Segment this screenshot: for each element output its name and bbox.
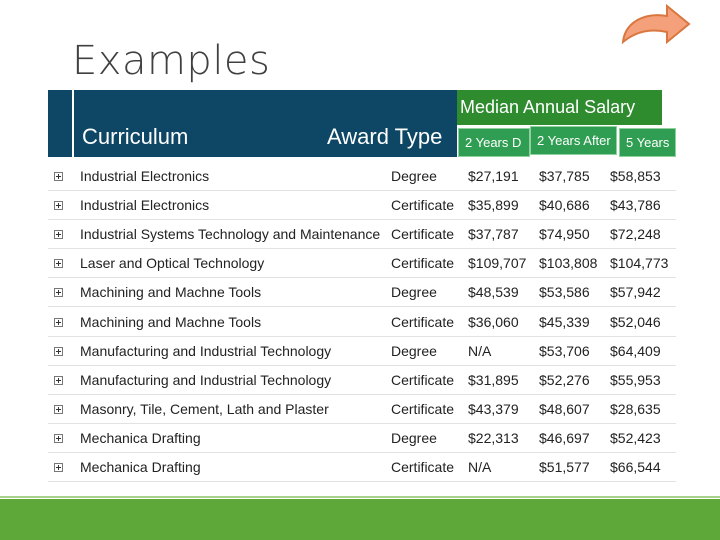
table-cell: $72,248 bbox=[610, 226, 661, 243]
table-cell: $52,276 bbox=[539, 371, 590, 388]
expand-icon[interactable] bbox=[54, 201, 63, 211]
table-cell: $48,539 bbox=[468, 284, 519, 301]
table-cell: Degree bbox=[391, 168, 437, 184]
table-cell: N/A bbox=[468, 342, 492, 359]
table-cell: N/A bbox=[468, 459, 492, 475]
table-cell: $51,577 bbox=[539, 459, 590, 475]
table-cell: $37,787 bbox=[468, 226, 519, 243]
row-divider bbox=[48, 219, 676, 221]
next-arrow[interactable] bbox=[615, 2, 695, 50]
row-divider bbox=[48, 481, 676, 482]
expand-icon[interactable] bbox=[54, 172, 63, 181]
table-cell: Industrial Systems Technology and Mainte… bbox=[80, 226, 380, 243]
table-cell: Certificate bbox=[391, 226, 455, 243]
table-cell: Certificate bbox=[391, 197, 455, 214]
expand-icon[interactable] bbox=[54, 230, 63, 240]
column-header: Curriculum bbox=[82, 124, 189, 149]
row-divider bbox=[48, 364, 676, 366]
header-band bbox=[74, 90, 457, 157]
table-cell: $28,635 bbox=[610, 400, 661, 417]
table-cell: $57,942 bbox=[610, 284, 661, 301]
table-cell: $40,686 bbox=[539, 197, 590, 214]
sub-header: 2 Years D bbox=[458, 128, 530, 157]
table-cell: $48,607 bbox=[539, 400, 590, 417]
expand-icon[interactable] bbox=[54, 404, 63, 414]
table-cell: Degree bbox=[391, 284, 437, 301]
table-cell: $52,046 bbox=[610, 313, 661, 330]
row-divider bbox=[48, 422, 676, 424]
table-cell: Certificate bbox=[391, 459, 455, 475]
table-cell: Masonry, Tile, Cement, Lath and Plaster bbox=[80, 400, 329, 417]
table-cell: $52,423 bbox=[610, 429, 661, 446]
arrow-shape[interactable] bbox=[621, 3, 691, 45]
table-cell: $45,339 bbox=[539, 313, 590, 330]
table-cell: $103,808 bbox=[539, 255, 598, 272]
table-cell: $43,786 bbox=[610, 197, 661, 214]
sub-header: 5 Years bbox=[619, 128, 676, 157]
table-cell: $66,544 bbox=[610, 459, 661, 475]
footer-line bbox=[0, 496, 720, 498]
group-header: Median Annual Salary bbox=[457, 90, 662, 125]
table-cell: Certificate bbox=[391, 313, 455, 330]
table-cell: $35,899 bbox=[468, 197, 519, 214]
column-header: Award Type bbox=[327, 124, 443, 149]
table-cell: $104,773 bbox=[610, 255, 669, 272]
row-divider bbox=[48, 451, 676, 453]
expand-icon[interactable] bbox=[54, 463, 63, 472]
table-cell: $31,895 bbox=[468, 371, 519, 388]
table-cell: $74,950 bbox=[539, 226, 590, 243]
table-cell: Manufacturing and Industrial Technology bbox=[80, 342, 332, 359]
row-divider bbox=[48, 190, 676, 191]
table-cell: $37,785 bbox=[539, 168, 590, 184]
table-cell: $58,853 bbox=[610, 168, 661, 184]
sub-header: 2 Years After bbox=[530, 126, 617, 155]
expand-icon[interactable] bbox=[54, 375, 63, 385]
table-cell: $27,191 bbox=[468, 168, 519, 184]
row-divider bbox=[48, 335, 676, 337]
table-cell: Mechanica Drafting bbox=[80, 429, 201, 446]
table-cell: $46,697 bbox=[539, 429, 590, 446]
table-cell: Industrial Electronics bbox=[80, 197, 210, 214]
table-cell: Degree bbox=[391, 429, 437, 446]
table-cell: $109,707 bbox=[468, 255, 527, 272]
row-divider bbox=[48, 248, 676, 250]
expand-icon[interactable] bbox=[54, 346, 63, 356]
table-cell: $55,953 bbox=[610, 371, 661, 388]
table-cell: Certificate bbox=[391, 400, 455, 417]
table-cell: $36,060 bbox=[468, 313, 519, 330]
table-cell: $22,313 bbox=[468, 429, 519, 446]
table-cell: Laser and Optical Technology bbox=[80, 255, 265, 272]
table-cell: Certificate bbox=[391, 255, 455, 272]
expand-icon[interactable] bbox=[54, 433, 63, 443]
row-divider bbox=[48, 277, 676, 279]
expand-icon[interactable] bbox=[54, 288, 63, 298]
table-cell: Industrial Electronics bbox=[80, 168, 210, 184]
table-cell: Degree bbox=[391, 342, 437, 359]
expand-icon[interactable] bbox=[54, 259, 63, 269]
header-gutter bbox=[48, 90, 72, 157]
table-cell: $64,409 bbox=[610, 342, 661, 359]
slide-title: Examples bbox=[72, 38, 271, 84]
footer-bar bbox=[0, 499, 720, 540]
table-cell: $53,586 bbox=[539, 284, 590, 301]
expand-icon[interactable] bbox=[54, 317, 63, 327]
table-cell: Mechanica Drafting bbox=[80, 459, 201, 475]
table-cell: Manufacturing and Industrial Technology bbox=[80, 371, 332, 388]
table-cell: $53,706 bbox=[539, 342, 590, 359]
table-cell: Certificate bbox=[391, 371, 455, 388]
row-divider bbox=[48, 393, 676, 395]
table-cell: $43,379 bbox=[468, 400, 519, 417]
row-divider bbox=[48, 306, 676, 308]
table-cell: Machining and Machne Tools bbox=[80, 284, 262, 301]
table-cell: Machining and Machne Tools bbox=[80, 313, 262, 330]
